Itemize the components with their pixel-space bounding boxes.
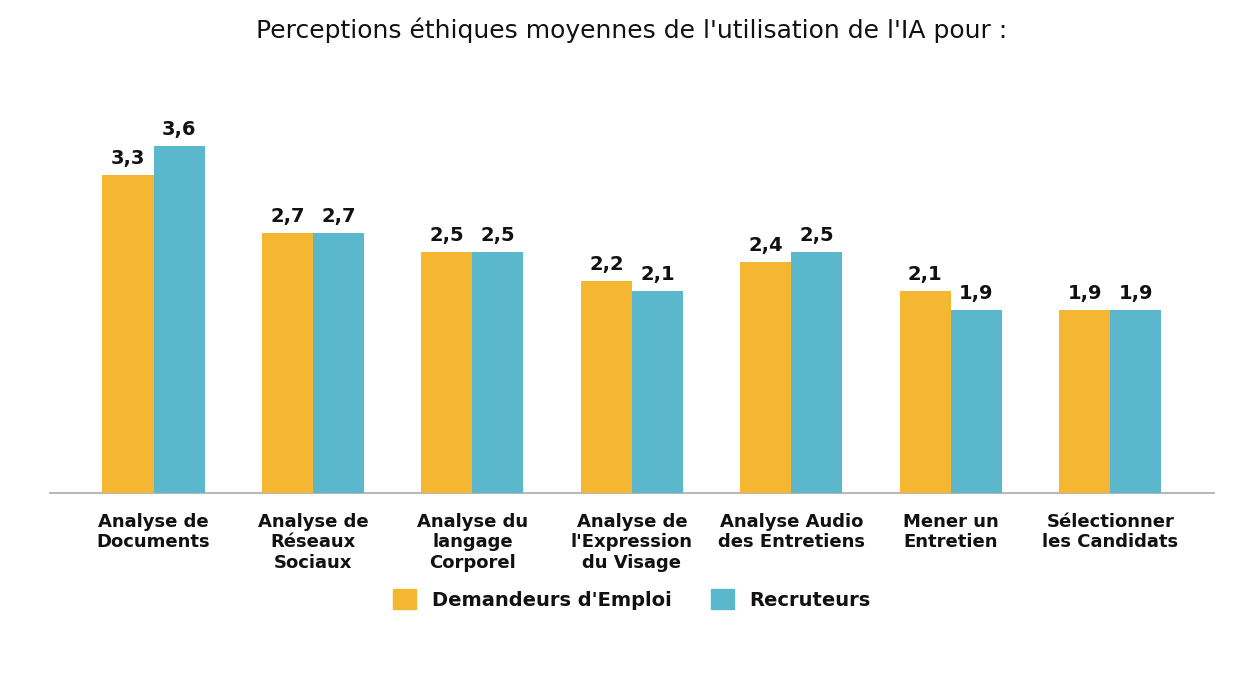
Bar xyxy=(421,252,472,493)
Bar xyxy=(472,252,523,493)
Text: 2,4: 2,4 xyxy=(748,236,783,255)
Text: 1,9: 1,9 xyxy=(1068,284,1101,303)
Bar xyxy=(581,281,632,493)
Bar xyxy=(103,175,154,493)
Bar xyxy=(1110,310,1161,493)
Text: 2,1: 2,1 xyxy=(908,264,943,284)
Bar xyxy=(792,252,843,493)
Text: 3,6: 3,6 xyxy=(162,120,196,139)
Text: 2,5: 2,5 xyxy=(430,226,465,245)
Bar xyxy=(741,262,792,493)
Legend: Demandeurs d'Emploi, Recruteurs: Demandeurs d'Emploi, Recruteurs xyxy=(383,580,881,619)
Text: 2,7: 2,7 xyxy=(321,207,356,226)
Title: Perceptions éthiques moyennes de l'utilisation de l'IA pour :: Perceptions éthiques moyennes de l'utili… xyxy=(256,17,1007,43)
Bar xyxy=(154,146,204,493)
Bar xyxy=(950,310,1002,493)
Text: 2,7: 2,7 xyxy=(270,207,305,226)
Text: 2,2: 2,2 xyxy=(589,255,623,274)
Text: 2,1: 2,1 xyxy=(641,264,675,284)
Text: 2,5: 2,5 xyxy=(799,226,834,245)
Bar xyxy=(261,233,313,493)
Text: 1,9: 1,9 xyxy=(959,284,994,303)
Bar xyxy=(1059,310,1110,493)
Text: 1,9: 1,9 xyxy=(1119,284,1154,303)
Text: 2,5: 2,5 xyxy=(481,226,515,245)
Bar xyxy=(900,290,950,493)
Bar xyxy=(313,233,364,493)
Bar xyxy=(632,290,683,493)
Text: 3,3: 3,3 xyxy=(110,149,145,168)
